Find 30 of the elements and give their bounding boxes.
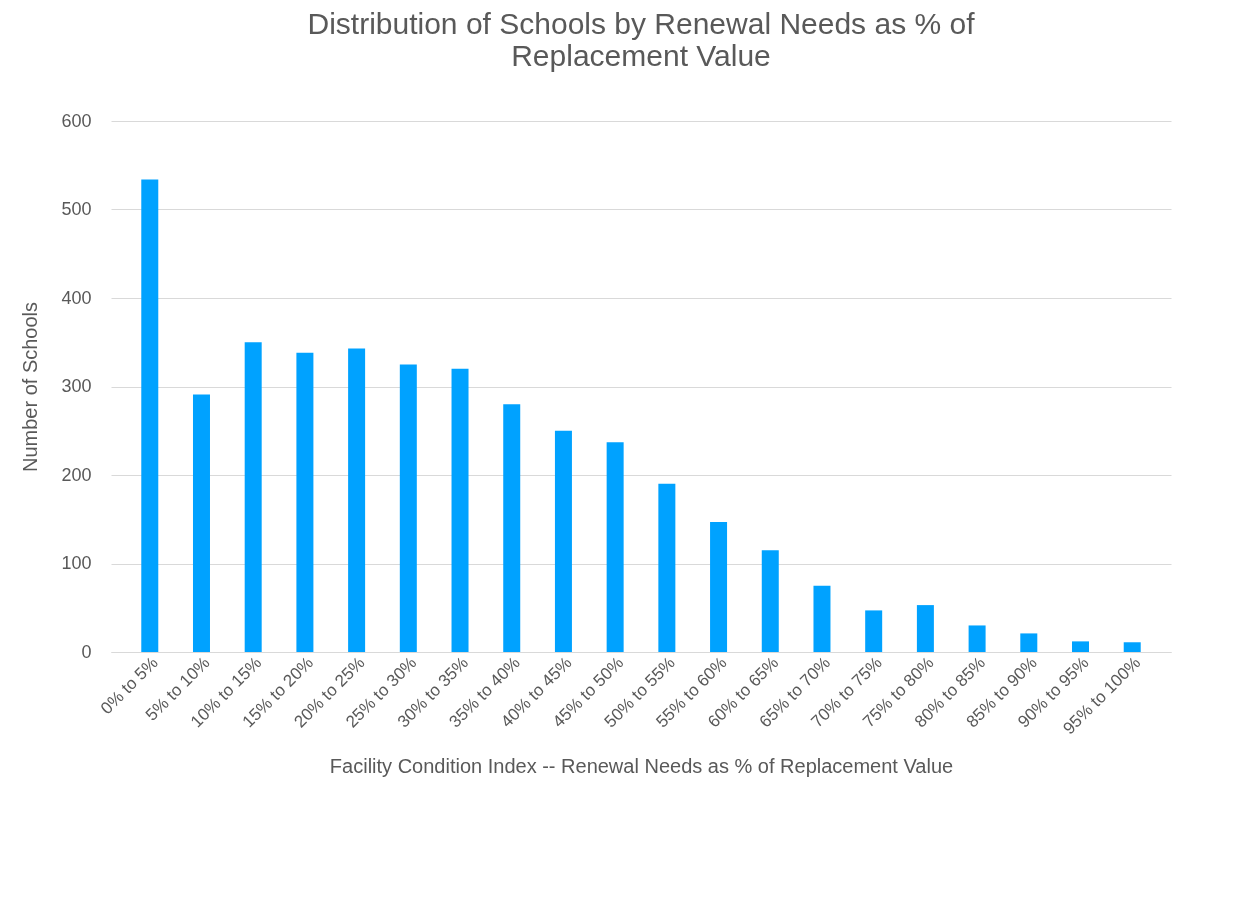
bar bbox=[865, 610, 883, 652]
y-tick-label: 400 bbox=[61, 287, 92, 308]
y-tick-label: 0 bbox=[81, 641, 92, 662]
bar bbox=[1020, 633, 1038, 652]
bar bbox=[244, 342, 262, 652]
bar bbox=[399, 364, 417, 652]
bar bbox=[503, 404, 521, 652]
bar bbox=[348, 348, 366, 652]
bar bbox=[813, 585, 831, 652]
x-axis-title: Facility Condition Index -- Renewal Needs as % of Replacement Value bbox=[329, 755, 954, 778]
bar bbox=[710, 521, 728, 652]
bar bbox=[451, 368, 469, 652]
bar bbox=[1072, 641, 1090, 652]
bar bbox=[1123, 642, 1141, 652]
y-tick-label: 500 bbox=[61, 199, 92, 219]
bar bbox=[968, 625, 986, 652]
y-axis-title: Number of Schools bbox=[19, 301, 42, 473]
bar bbox=[141, 179, 159, 652]
bar bbox=[192, 394, 210, 652]
y-tick-label: 300 bbox=[61, 376, 92, 396]
y-tick-label: 200 bbox=[61, 464, 92, 485]
bar bbox=[296, 352, 314, 652]
bar bbox=[554, 430, 572, 652]
chart-title: Distribution of Schools by Renewal Needs as % of Replacement Value bbox=[307, 7, 976, 72]
y-tick-label: 100 bbox=[61, 553, 92, 573]
bar bbox=[606, 442, 624, 652]
y-tick-label: 600 bbox=[61, 110, 92, 131]
bar bbox=[916, 605, 934, 652]
bar bbox=[761, 550, 779, 652]
bar bbox=[658, 483, 676, 652]
